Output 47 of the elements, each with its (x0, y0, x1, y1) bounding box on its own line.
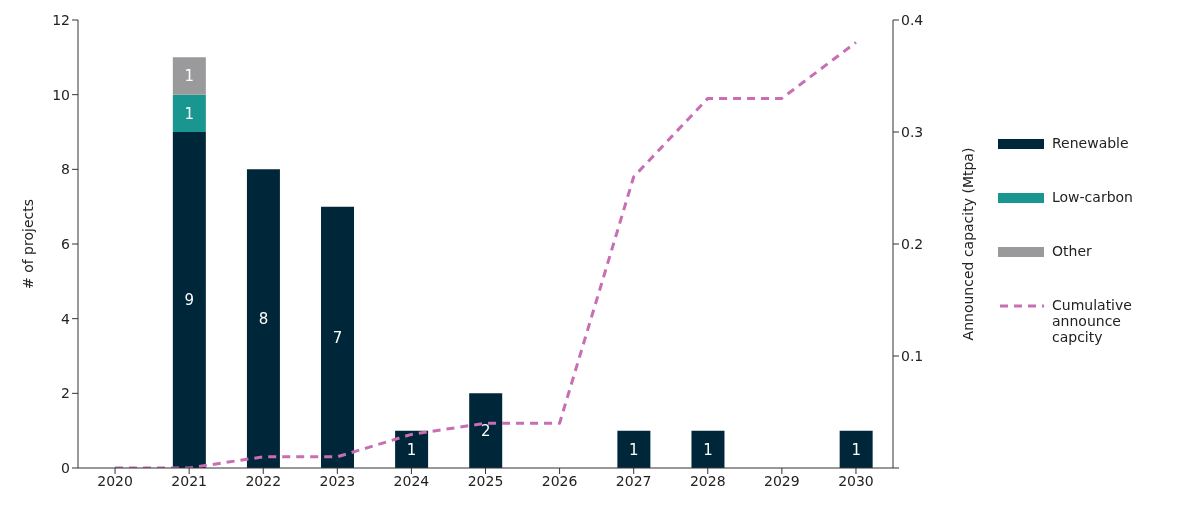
x-tick-label: 2023 (319, 472, 356, 489)
data-label: 8 (258, 309, 269, 328)
legend-label: Renewable (1052, 135, 1130, 151)
x-tick-label: 2024 (393, 472, 430, 489)
data-label: 1 (851, 440, 861, 459)
x-tick-label: 2027 (615, 472, 652, 489)
bar (321, 206, 355, 468)
bar (469, 393, 503, 468)
bar (617, 430, 651, 468)
data-label: 2 (480, 421, 491, 440)
x-tick-label: 2021 (171, 472, 207, 489)
data-label: 1 (184, 104, 195, 123)
bar (839, 430, 873, 468)
bar (246, 169, 280, 468)
y-tick-label: 6 (61, 235, 71, 252)
y2-tick-label: 0.4 (901, 11, 924, 28)
y-tick-label: 10 (52, 86, 70, 103)
x-tick-label: 2026 (541, 472, 578, 489)
y-tick-label: 0 (61, 459, 70, 476)
bar (691, 430, 725, 468)
y-tick-label: 4 (61, 310, 71, 327)
data-label: 1 (629, 440, 639, 459)
x-tick-label: 2022 (245, 472, 282, 489)
x-tick-label: 2020 (97, 472, 133, 489)
bar (172, 57, 206, 95)
data-label: 1 (184, 67, 195, 86)
legend-label: Cumulative announce capcity (1052, 297, 1133, 345)
bar (172, 94, 206, 132)
y2-tick-label: 0.2 (901, 235, 924, 252)
y2-tick-label: 0.3 (901, 123, 924, 140)
x-tick-label: 2028 (689, 472, 726, 489)
legend-label: Other (1052, 243, 1093, 259)
y-tick-label: 8 (61, 161, 70, 178)
y-tick-label: 2 (61, 385, 70, 402)
data-label: 1 (703, 440, 713, 459)
data-label: 1 (406, 440, 417, 459)
bar (172, 132, 206, 468)
data-label: 9 (184, 291, 195, 310)
x-tick-label: 2030 (838, 472, 874, 489)
y-axis-title: # of projects (19, 198, 36, 290)
x-tick-label: 2025 (467, 472, 504, 489)
data-label: 7 (332, 328, 343, 347)
y-tick-label: 12 (52, 11, 70, 28)
legend-label: Low-carbon (1052, 189, 1134, 205)
y2-axis-title: Announced capacity (Mtpa) (959, 147, 976, 341)
x-tick-label: 2029 (764, 472, 800, 489)
y2-tick-label: 0.1 (901, 347, 924, 364)
